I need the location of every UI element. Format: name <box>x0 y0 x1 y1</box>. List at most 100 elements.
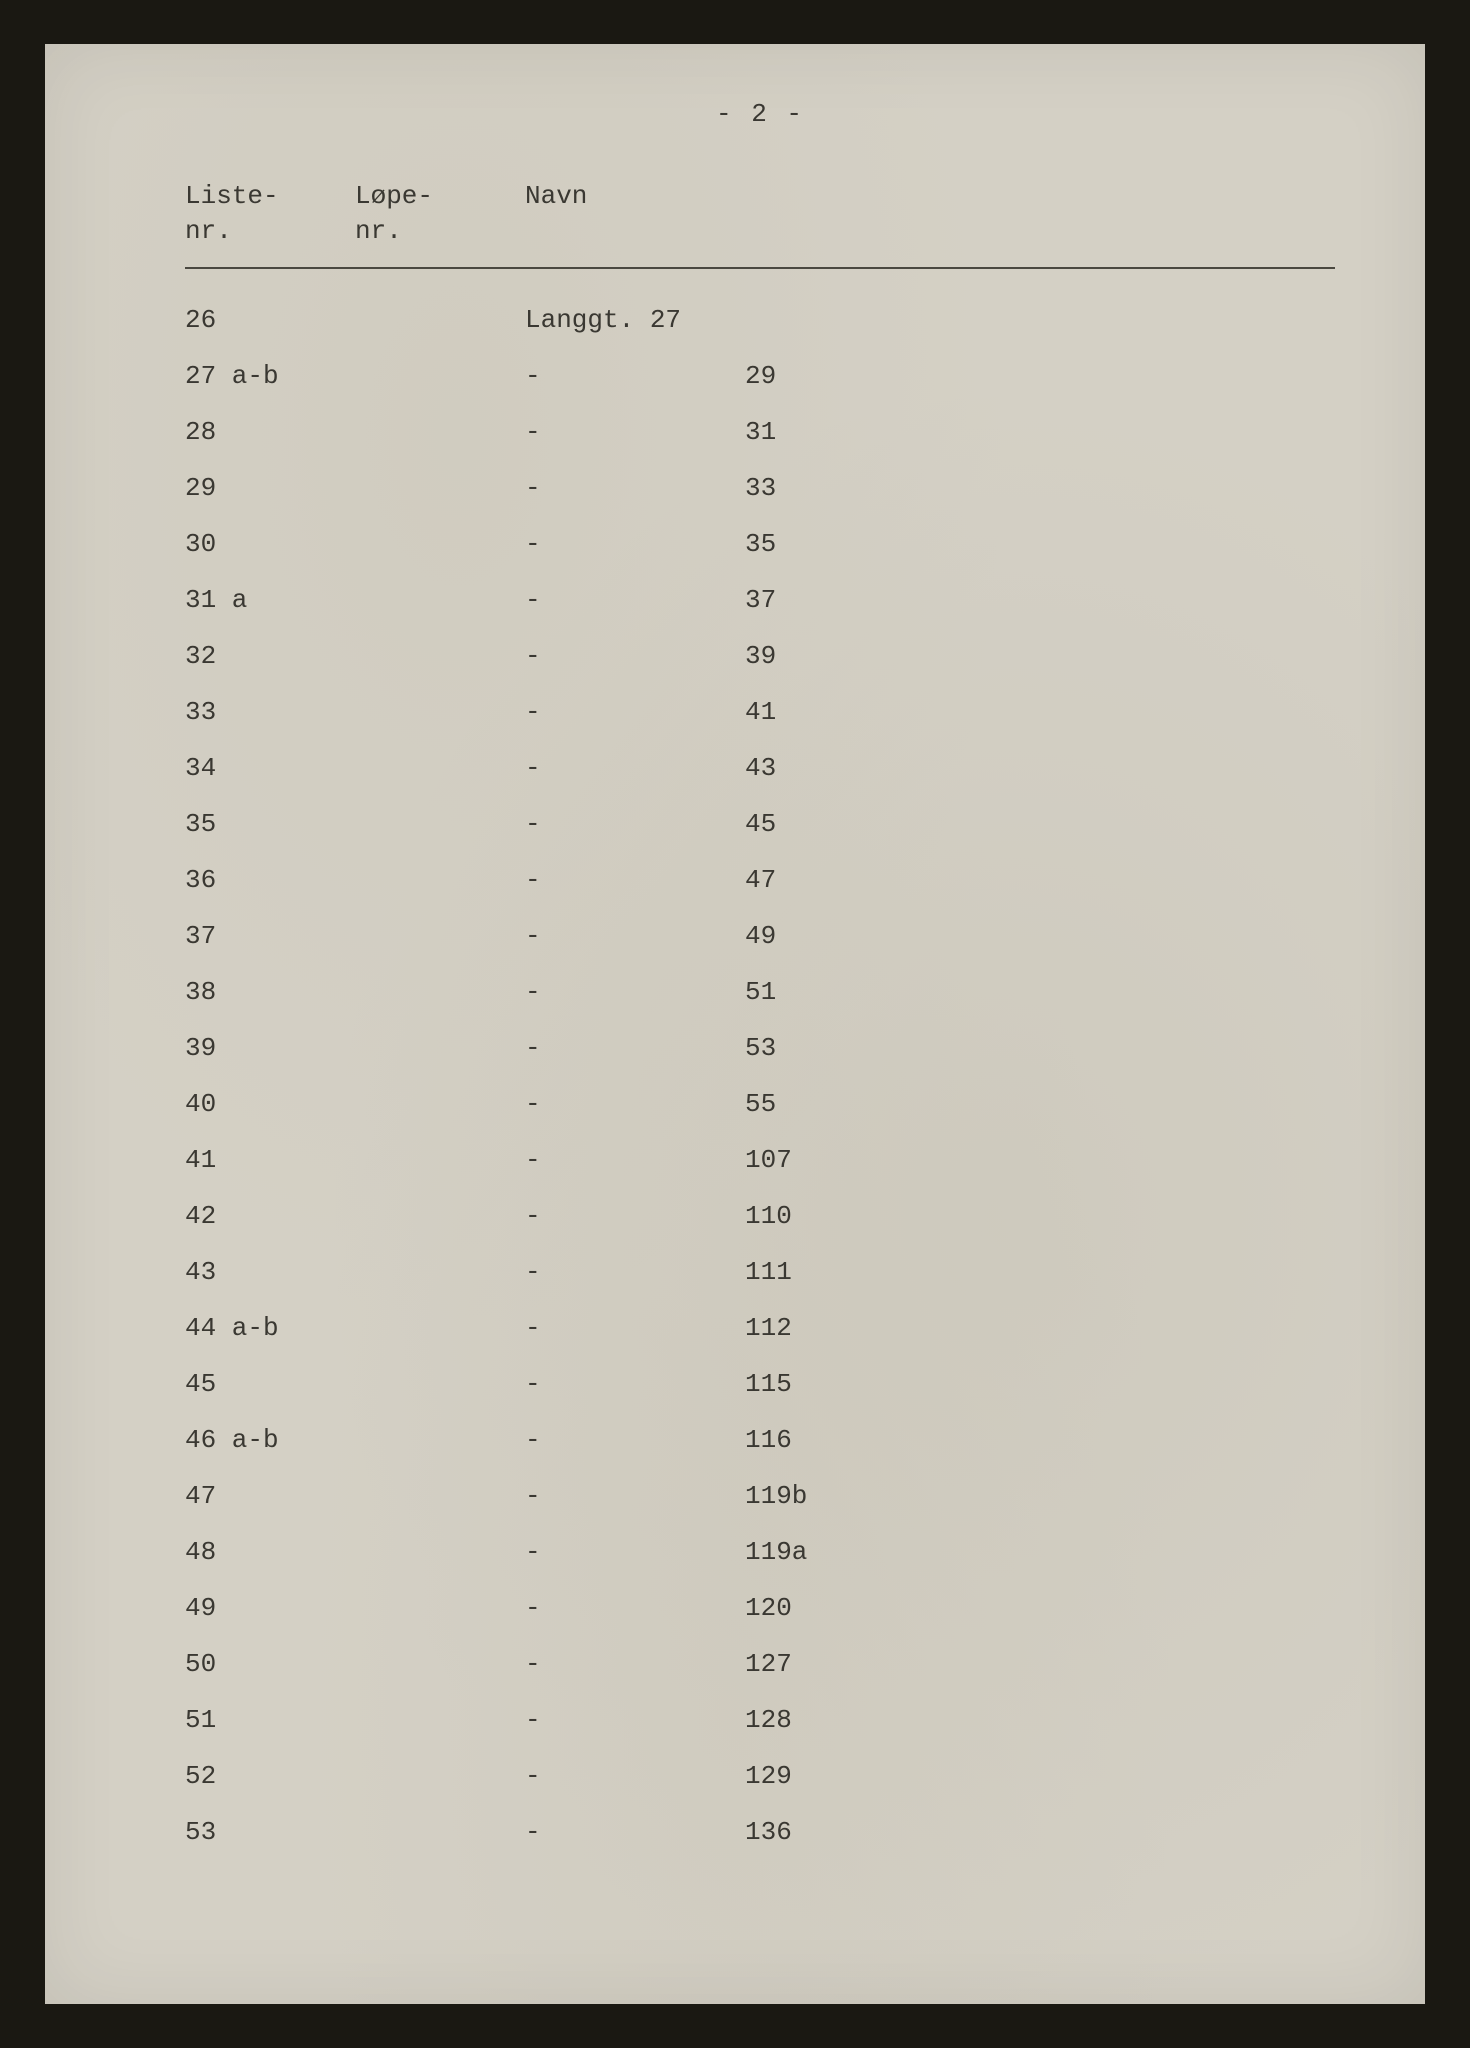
cell-navn: - <box>525 1259 745 1285</box>
cell-navn: - <box>525 1483 745 1509</box>
table-row: 26Langgt. 27 <box>185 307 1335 333</box>
document-page: - 2 - Liste-nr. Løpe-nr. Navn 26Langgt. … <box>45 44 1425 2004</box>
cell-value: 53 <box>745 1035 1335 1061</box>
cell-value: 31 <box>745 419 1335 445</box>
table-row: 48 -119a <box>185 1539 1335 1565</box>
table-row: 45 -115 <box>185 1371 1335 1397</box>
cell-navn: - <box>525 643 745 669</box>
table-row: 35 -45 <box>185 811 1335 837</box>
cell-liste: 41 <box>185 1147 355 1173</box>
table-row: 43 -111 <box>185 1259 1335 1285</box>
cell-liste: 34 <box>185 755 355 781</box>
cell-navn: - <box>525 1651 745 1677</box>
cell-value: 116 <box>745 1427 1335 1453</box>
cell-liste: 40 <box>185 1091 355 1117</box>
cell-liste: 27 a-b <box>185 363 355 389</box>
table-row: 42-110 <box>185 1203 1335 1229</box>
cell-navn: - <box>525 475 745 501</box>
cell-liste: 26 <box>185 307 355 333</box>
cell-value: 119a <box>745 1539 1335 1565</box>
table-header-row: Liste-nr. Løpe-nr. Navn <box>185 179 1335 249</box>
cell-value: 120 <box>745 1595 1335 1621</box>
cell-liste: 29 <box>185 475 355 501</box>
cell-liste: 50 <box>185 1651 355 1677</box>
cell-value: 43 <box>745 755 1335 781</box>
cell-navn: - <box>525 1539 745 1565</box>
table-row: 34-43 <box>185 755 1335 781</box>
cell-navn: - <box>525 419 745 445</box>
table-row: 29 -33 <box>185 475 1335 501</box>
cell-liste: 35 <box>185 811 355 837</box>
cell-value: 37 <box>745 587 1335 613</box>
cell-liste: 38 <box>185 979 355 1005</box>
cell-navn: - <box>525 531 745 557</box>
table-row: 50 -127 <box>185 1651 1335 1677</box>
table-row: 41 -107 <box>185 1147 1335 1173</box>
cell-value: 119b <box>745 1483 1335 1509</box>
cell-navn: - <box>525 923 745 949</box>
cell-navn: - <box>525 587 745 613</box>
cell-value: 39 <box>745 643 1335 669</box>
table-row: 40-55 <box>185 1091 1335 1117</box>
cell-value: 128 <box>745 1707 1335 1733</box>
table-row: 44 a-b-112 <box>185 1315 1335 1341</box>
cell-value: 29 <box>745 363 1335 389</box>
cell-navn: - <box>525 979 745 1005</box>
table-row: 49 -120 <box>185 1595 1335 1621</box>
cell-navn: - <box>525 363 745 389</box>
cell-liste: 48 <box>185 1539 355 1565</box>
cell-value: 111 <box>745 1259 1335 1285</box>
cell-navn: - <box>525 867 745 893</box>
cell-value: 127 <box>745 1651 1335 1677</box>
cell-liste: 39 <box>185 1035 355 1061</box>
header-liste: Liste-nr. <box>185 179 355 249</box>
cell-navn: - <box>525 1819 745 1845</box>
cell-liste: 37 <box>185 923 355 949</box>
cell-liste: 28 <box>185 419 355 445</box>
cell-value: 110 <box>745 1203 1335 1229</box>
cell-liste: 49 <box>185 1595 355 1621</box>
table-row: 31 a -37 <box>185 587 1335 613</box>
cell-navn: - <box>525 1763 745 1789</box>
table-row: 38 -51 <box>185 979 1335 1005</box>
page-number: - 2 - <box>185 99 1335 129</box>
cell-navn: - <box>525 1371 745 1397</box>
cell-value: 45 <box>745 811 1335 837</box>
cell-value: 107 <box>745 1147 1335 1173</box>
table-row: 33 -41 <box>185 699 1335 725</box>
cell-navn: - <box>525 1707 745 1733</box>
cell-liste: 51 <box>185 1707 355 1733</box>
table-row: 51 -128 <box>185 1707 1335 1733</box>
cell-liste: 30 <box>185 531 355 557</box>
table-row: 27 a-b -29 <box>185 363 1335 389</box>
cell-liste: 43 <box>185 1259 355 1285</box>
cell-liste: 52 <box>185 1763 355 1789</box>
cell-value: 33 <box>745 475 1335 501</box>
cell-value: 41 <box>745 699 1335 725</box>
cell-navn: - <box>525 1595 745 1621</box>
cell-liste: 31 a <box>185 587 355 613</box>
table-row: 53-136 <box>185 1819 1335 1845</box>
cell-liste: 33 <box>185 699 355 725</box>
cell-liste: 53 <box>185 1819 355 1845</box>
cell-liste: 45 <box>185 1371 355 1397</box>
table-row: 37 -49 <box>185 923 1335 949</box>
cell-navn: - <box>525 1427 745 1453</box>
cell-value: 55 <box>745 1091 1335 1117</box>
cell-navn: - <box>525 699 745 725</box>
cell-value: 47 <box>745 867 1335 893</box>
cell-liste: 36 <box>185 867 355 893</box>
cell-value: 129 <box>745 1763 1335 1789</box>
table-body: 26Langgt. 2727 a-b-2928-3129-3330-3531 a… <box>185 307 1335 1875</box>
cell-liste: 32 <box>185 643 355 669</box>
cell-navn: - <box>525 811 745 837</box>
cell-navn: - <box>525 1147 745 1173</box>
header-navn: Navn <box>525 179 1335 249</box>
cell-value: 49 <box>745 923 1335 949</box>
cell-value: 115 <box>745 1371 1335 1397</box>
cell-value: 35 <box>745 531 1335 557</box>
table-row: 32 -39 <box>185 643 1335 669</box>
cell-liste: 42 <box>185 1203 355 1229</box>
table-row: 52 -129 <box>185 1763 1335 1789</box>
cell-value: 51 <box>745 979 1335 1005</box>
